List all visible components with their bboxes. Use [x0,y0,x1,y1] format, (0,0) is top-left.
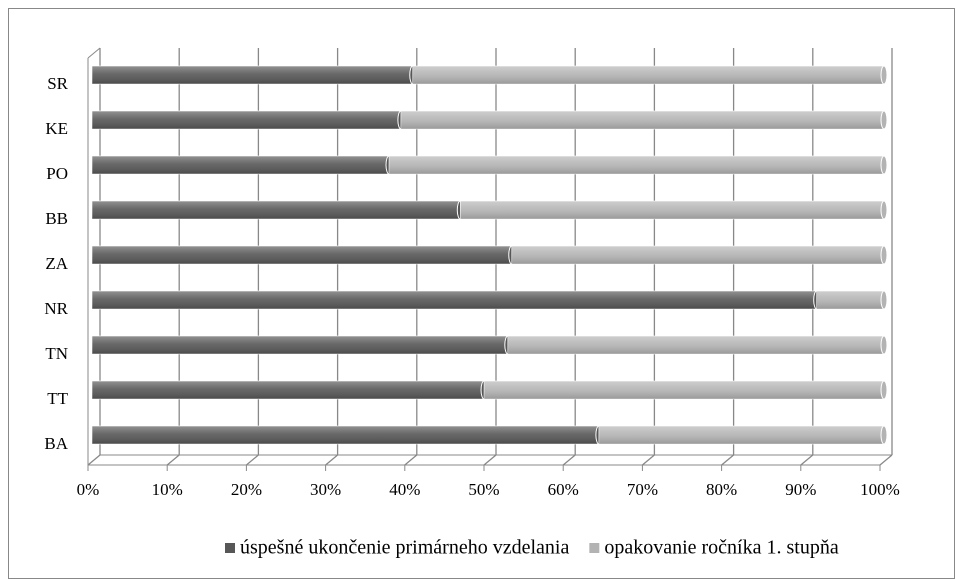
y-tick-label: ZA [45,254,68,273]
x-tick-label: 60% [548,480,579,499]
bar-cap [880,425,888,445]
x-tick-label: 80% [706,480,737,499]
bar [91,155,390,175]
grid-line [721,454,735,466]
bar-cap [880,245,888,265]
y-tick-label: PO [46,164,68,183]
grid-line [483,454,497,466]
x-tick-label: 0% [77,480,100,499]
y-tick-label: TT [47,389,68,408]
bar [816,290,885,310]
bar [91,200,461,220]
x-tick-label: 50% [468,480,499,499]
bar [598,425,885,445]
bar [91,425,600,445]
bar-cap [880,200,888,220]
y-tick-label: BB [45,209,68,228]
bar [511,245,885,265]
bar-cap [880,335,888,355]
legend-swatch [225,543,235,553]
bar-cap [880,290,888,310]
bar [483,380,885,400]
y-tick-label: BA [44,434,68,453]
grid-line [87,454,101,466]
y-tick-label: TN [45,344,68,363]
grid-line [641,454,655,466]
bar-cap [880,65,888,85]
x-tick-label: 40% [389,480,420,499]
x-tick-label: 70% [627,480,658,499]
legend-label: úspešné ukončenie primárneho vzdelania [240,537,569,559]
bar-cap [880,110,888,130]
bar [507,335,885,355]
legend-label: opakovanie ročníka 1. stupňa [604,537,838,559]
grid-line [245,454,259,466]
y-tick-label: KE [45,119,68,138]
legend-swatch [589,543,600,553]
bar-cap [880,380,888,400]
bar [91,380,485,400]
bar [412,65,885,85]
x-tick-label: 10% [152,480,183,499]
bar [388,155,885,175]
grid-line [404,454,418,466]
bar [91,290,817,310]
bar [91,335,509,355]
bar [400,110,885,130]
bar [459,200,885,220]
x-tick-label: 30% [310,480,341,499]
bar [91,110,402,130]
grid-line [879,454,893,466]
x-tick-label: 90% [785,480,816,499]
grid-line [800,454,814,466]
bar [91,65,414,85]
x-tick-label: 20% [231,480,262,499]
y-tick-label: SR [47,74,68,93]
x-tick-label: 100% [860,480,900,499]
y-tick-label: NR [44,299,68,318]
grid-line [325,454,339,466]
bar [91,245,513,265]
bar-cap [880,155,888,175]
grid-line [562,454,576,466]
grid-line [166,454,180,466]
axis-wall [87,47,101,59]
